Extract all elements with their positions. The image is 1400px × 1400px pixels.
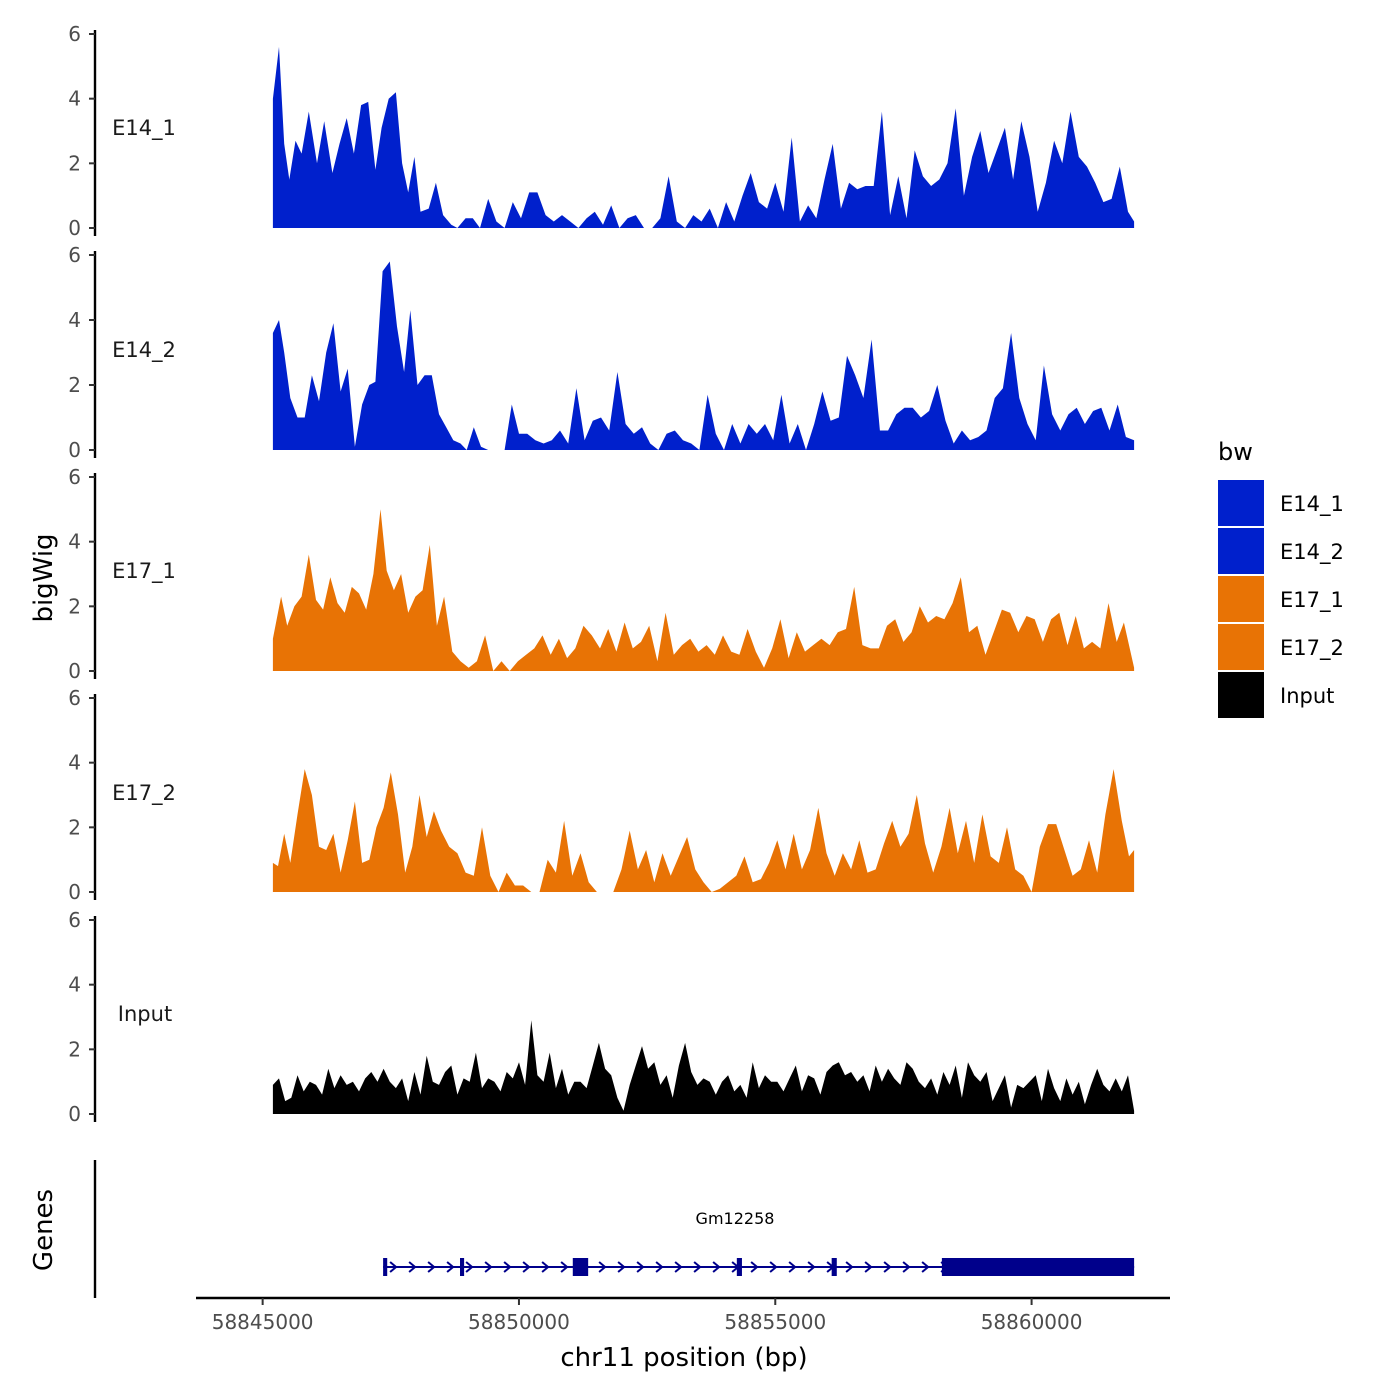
y-tick-label: 6 <box>68 908 81 932</box>
strand-arrow <box>503 1261 512 1273</box>
y-axis-title: bigWig <box>29 533 59 622</box>
y-tick-label: 2 <box>68 1037 81 1061</box>
y-tick-label: 4 <box>68 973 81 997</box>
legend-label-e17_1: E17_1 <box>1280 588 1344 613</box>
strand-arrow <box>617 1261 626 1273</box>
y-tick-label: 0 <box>68 438 81 462</box>
y-tick-label: 4 <box>68 530 81 554</box>
strand-arrow <box>807 1261 816 1273</box>
gene-exon <box>572 1258 589 1276</box>
y-tick-label: 4 <box>68 87 81 111</box>
y-tick-label: 4 <box>68 308 81 332</box>
genes-axis-title: Genes <box>29 1189 59 1271</box>
y-tick-label: 0 <box>68 1102 81 1126</box>
track-e14_2: 0 2 4 6 E14_2 <box>68 243 1135 462</box>
gene-exon <box>831 1258 837 1276</box>
strand-arrow <box>655 1261 664 1273</box>
strand-arrow <box>712 1261 721 1273</box>
x-tick-label: 58855000 <box>724 1310 826 1334</box>
strand-arrow <box>750 1261 759 1273</box>
y-tick-label: 0 <box>68 659 81 683</box>
strand-arrow <box>427 1261 436 1273</box>
gene-exon <box>383 1258 388 1276</box>
strand-arrow <box>693 1261 702 1273</box>
y-tick-label: 4 <box>68 751 81 775</box>
gene-name-label: Gm12258 <box>696 1209 775 1228</box>
strand-arrow <box>921 1261 930 1273</box>
strand-arrow <box>636 1261 645 1273</box>
area-e14_2 <box>272 261 1135 450</box>
y-tick-label: 6 <box>68 243 81 267</box>
y-tick-label: 6 <box>68 465 81 489</box>
signal-tracks: 0 2 4 6 E14_1 0 2 4 6 E14_2 0 2 4 6 E17_1 0 2 4 6 E17_2 0 2 4 6… <box>68 22 1135 1126</box>
area-e17_1 <box>272 509 1135 671</box>
x-tick-label: 58850000 <box>468 1310 570 1334</box>
gene-exon <box>941 1258 1135 1276</box>
x-tick-label: 58860000 <box>981 1310 1083 1334</box>
legend-swatch-e14_2 <box>1218 528 1264 574</box>
legend-swatch-e17_1 <box>1218 576 1264 622</box>
legend-label-input: Input <box>1280 684 1334 708</box>
track-e17_2: 0 2 4 6 E17_2 <box>68 686 1135 904</box>
strand-arrow <box>541 1261 550 1273</box>
legend-label-e14_2: E14_2 <box>1280 540 1344 565</box>
legend-swatch-input <box>1218 672 1264 718</box>
legend-swatch-e14_1 <box>1218 480 1264 526</box>
strand-arrow <box>465 1261 474 1273</box>
y-tick-label: 6 <box>68 686 81 710</box>
strand-arrow <box>674 1261 683 1273</box>
strand-arrow <box>902 1261 911 1273</box>
strand-arrow <box>522 1261 531 1273</box>
strand-arrow <box>389 1261 398 1273</box>
y-tick-label: 6 <box>68 22 81 46</box>
x-tick-label: 58845000 <box>212 1310 314 1334</box>
area-e14_1 <box>272 46 1135 229</box>
track-label: E14_2 <box>112 338 176 363</box>
strand-arrow <box>883 1261 892 1273</box>
y-tick-label: 0 <box>68 216 81 240</box>
legend-label-e17_2: E17_2 <box>1280 636 1344 661</box>
track-input: 0 2 4 6 Input <box>68 908 1135 1126</box>
y-tick-label: 0 <box>68 880 81 904</box>
strand-arrow <box>788 1261 797 1273</box>
track-label: Input <box>118 1002 172 1026</box>
track-label: E17_1 <box>112 559 176 584</box>
strand-arrow <box>864 1261 873 1273</box>
y-tick-label: 2 <box>68 594 81 618</box>
legend-label-e14_1: E14_1 <box>1280 492 1344 517</box>
track-label: E17_2 <box>112 781 176 806</box>
track-label: E14_1 <box>112 116 176 141</box>
gene-exon <box>460 1258 465 1276</box>
area-e17_2 <box>272 769 1135 892</box>
strand-arrow <box>560 1261 569 1273</box>
strand-arrow <box>484 1261 493 1273</box>
track-e17_1: 0 2 4 6 E17_1 <box>68 465 1135 683</box>
x-axis: 58845000 58850000 58855000 58860000 <box>196 1296 1170 1334</box>
strand-arrow <box>408 1261 417 1273</box>
strand-arrow <box>769 1261 778 1273</box>
legend-title: bw <box>1218 438 1253 466</box>
strand-arrow <box>845 1261 854 1273</box>
track-e14_1: 0 2 4 6 E14_1 <box>68 22 1135 240</box>
y-tick-label: 2 <box>68 151 81 175</box>
area-input <box>272 1020 1135 1114</box>
gene-exon <box>736 1258 742 1276</box>
y-tick-label: 2 <box>68 815 81 839</box>
y-tick-label: 2 <box>68 373 81 397</box>
legend-swatch-e17_2 <box>1218 624 1264 670</box>
legend: bw E14_1 E14_2 E17_1 E17_2 Input <box>1218 438 1344 718</box>
x-axis-title: chr11 position (bp) <box>560 1343 807 1373</box>
strand-arrow <box>598 1261 607 1273</box>
strand-arrow <box>446 1261 455 1273</box>
genes-track: Gm12258 <box>93 1160 1135 1298</box>
